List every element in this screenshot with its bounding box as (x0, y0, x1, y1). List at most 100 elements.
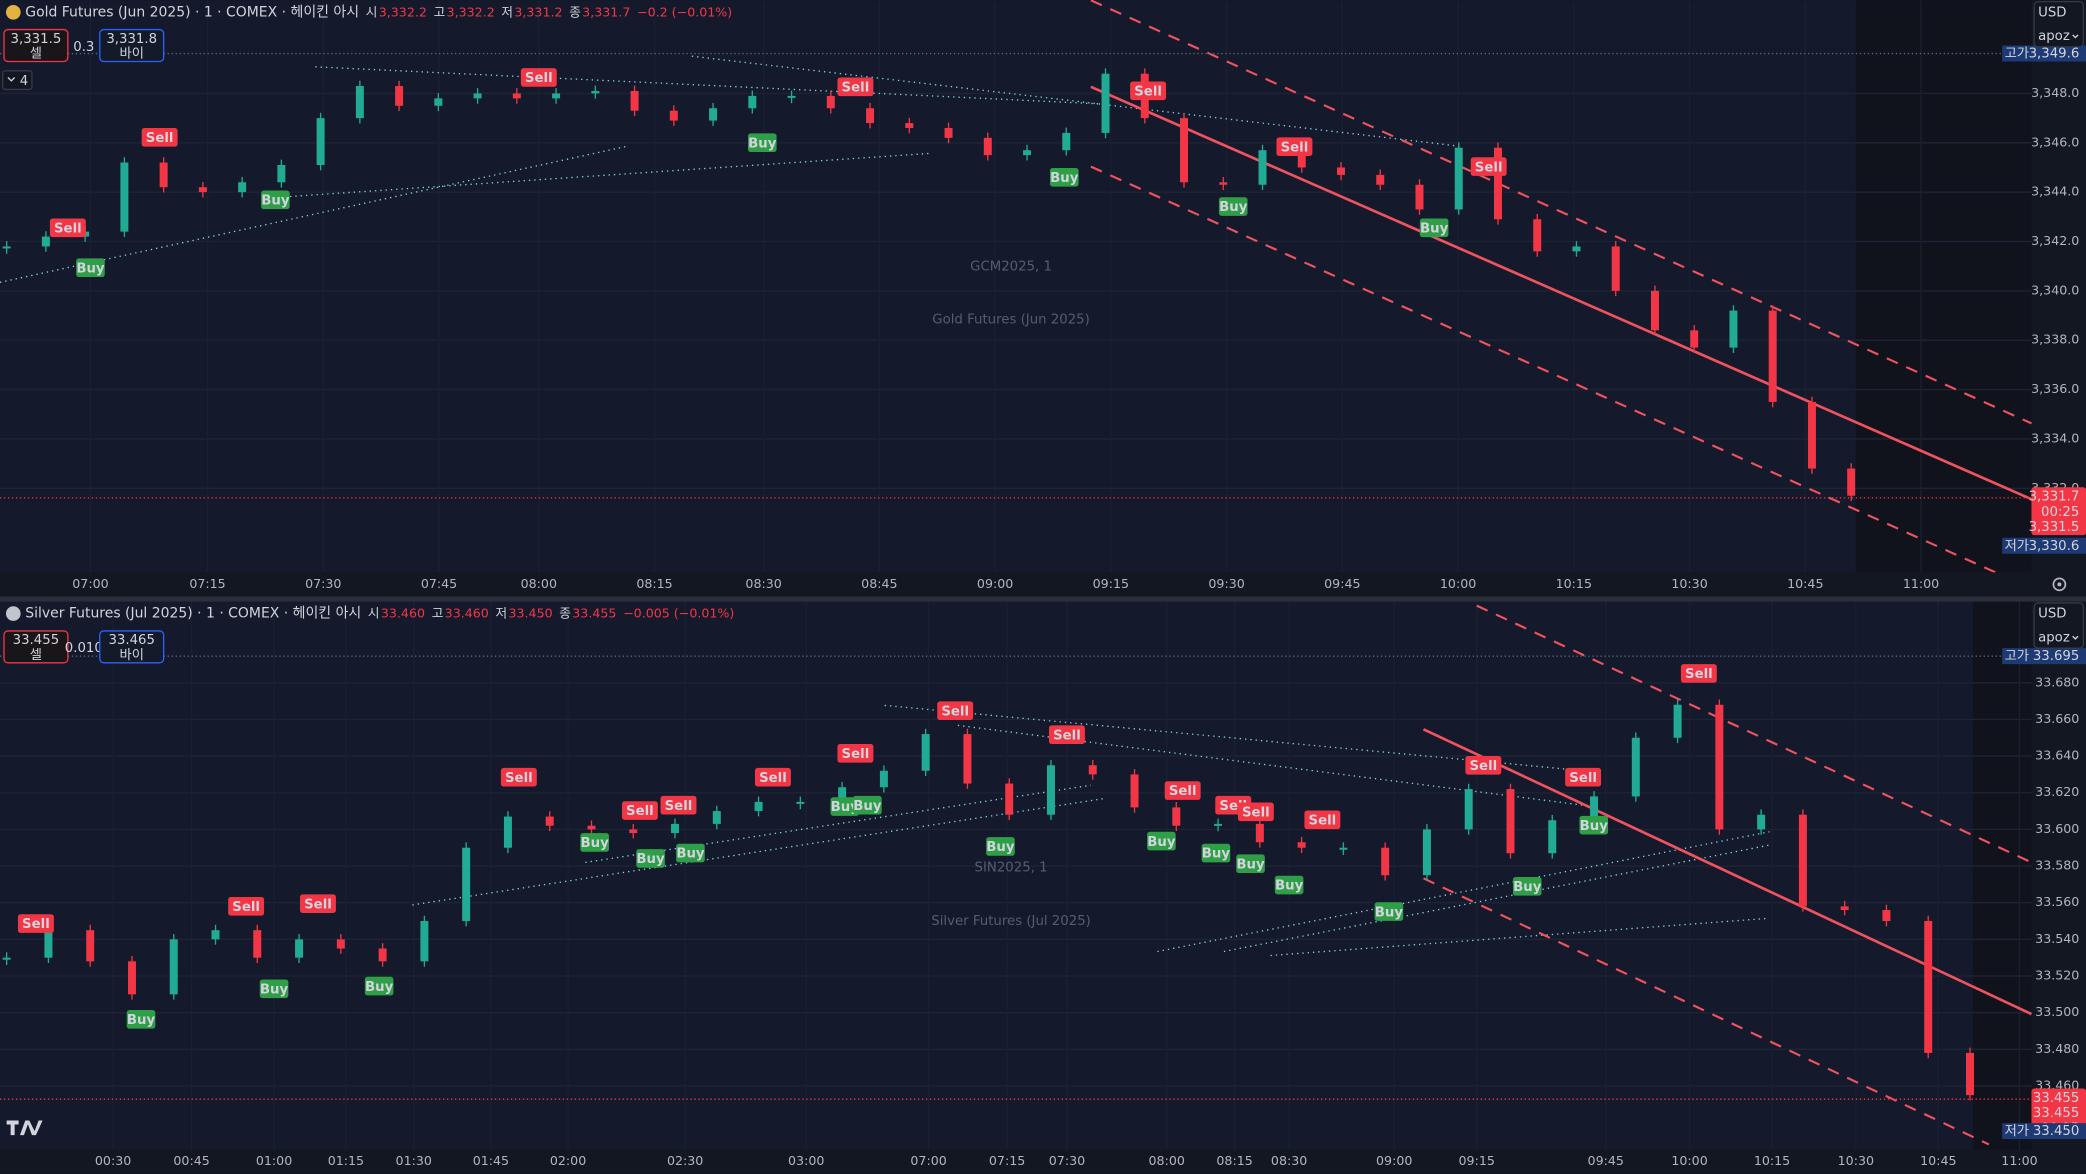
high-badge-label: 고가 (2005, 46, 2029, 62)
candle-body (1376, 174, 1385, 185)
signal-badge (580, 833, 609, 852)
time-tick-label: 10:30 (1838, 1153, 1874, 1168)
signal-label: Sell (232, 900, 260, 915)
signal-badge (754, 767, 791, 787)
channel-line-dashed (1423, 877, 1990, 1146)
buy-price: 33.465 (108, 633, 155, 648)
candle-body (1650, 290, 1659, 331)
candle-body (127, 961, 136, 995)
signal-label: Buy (1375, 905, 1404, 920)
candle-body (1255, 823, 1264, 843)
signal-badge (1304, 810, 1341, 830)
price-tick-label: 3,348.0 (2031, 85, 2079, 100)
high-badge-tag (2002, 648, 2032, 665)
last-price-text: 33.455 (2033, 1106, 2080, 1121)
price-axis (2031, 601, 2086, 1174)
signal-marker: Buy (364, 976, 394, 996)
time-tick-label: 07:15 (189, 576, 225, 591)
buy-button[interactable] (99, 28, 165, 63)
header-change: −0.2 (−0.01%) (637, 4, 732, 19)
candle-body (1533, 219, 1542, 252)
trend-line-dotted (1223, 844, 1770, 953)
signal-marker: Sell (1130, 81, 1167, 101)
signal-marker: Sell (1470, 157, 1507, 176)
signal-badge (660, 795, 697, 815)
header-low-label: 저 (501, 4, 513, 19)
candle-body (754, 801, 763, 812)
signal-badge (126, 1010, 156, 1029)
price-tick-label: 33.680 (2035, 674, 2079, 689)
time-tick-label: 07:30 (1049, 1153, 1085, 1168)
signal-badge (837, 77, 874, 97)
signal-badge (1680, 664, 1717, 683)
spread: 0.010 (65, 641, 103, 656)
header-low: 33.450 (508, 605, 552, 620)
signal-badge (17, 914, 54, 933)
signal-marker: Sell (1680, 664, 1717, 683)
signal-marker: Buy (126, 1010, 156, 1029)
candle-body (1882, 910, 1891, 922)
indicators-toggle[interactable] (1, 70, 33, 91)
signal-badge (1236, 854, 1265, 874)
price-tick-label: 3,346.0 (2031, 134, 2079, 149)
candle-body (1464, 789, 1473, 830)
settings-icon[interactable] (2052, 577, 2067, 592)
signal-label: Buy (581, 836, 610, 851)
signal-marker: Sell (1565, 767, 1602, 787)
low-badge: 저가 33.450 (2002, 1123, 2086, 1139)
time-tick-label: 02:30 (667, 1153, 703, 1168)
time-tick-label: 00:30 (95, 1153, 131, 1168)
sell-button[interactable] (3, 630, 69, 664)
candle-body (826, 95, 835, 109)
candle-body (545, 816, 554, 826)
candle-body (1631, 737, 1640, 797)
time-tick-label: 10:15 (1754, 1153, 1790, 1168)
high-badge-value: 3,349.6 (2029, 47, 2080, 62)
currency-button[interactable] (2033, 0, 2085, 48)
last-price-box (2031, 487, 2086, 536)
signal-label: Buy (1219, 200, 1248, 215)
time-tick-label: 07:00 (910, 1153, 946, 1168)
candle-body (395, 86, 404, 106)
sell-price: 33.455 (13, 633, 60, 648)
signal-label: Sell (665, 799, 693, 814)
candle-body (169, 939, 178, 995)
channel-line-dashed (1090, 165, 1996, 574)
signal-badge (621, 801, 658, 820)
header-high-label: 고 (434, 4, 446, 19)
time-tick-label: 09:45 (1324, 576, 1360, 591)
currency-button[interactable] (2033, 602, 2085, 649)
candle-body (41, 236, 50, 247)
signal-badge (1274, 875, 1304, 895)
candle-body (316, 118, 325, 166)
candle-body (905, 123, 914, 128)
low-badge-box (2031, 1123, 2086, 1140)
candle-body (1493, 147, 1502, 220)
signal-label: Buy (636, 852, 665, 867)
signal-badge (1512, 877, 1542, 896)
signal-badge (1130, 81, 1167, 101)
candle-body (1381, 847, 1390, 876)
signal-label: Buy (986, 840, 1015, 855)
signal-label: Buy (76, 261, 105, 276)
signal-marker: Buy (259, 979, 289, 999)
signal-marker: Sell (17, 914, 54, 933)
header-close: 3,331.7 (582, 4, 630, 19)
time-tick-label: 11:00 (2001, 1153, 2037, 1168)
signal-badge (986, 837, 1015, 856)
sell-button[interactable] (3, 28, 69, 63)
symbol-header: Gold Futures (Jun 2025) · 1 · COMEX · 헤이… (25, 4, 732, 21)
signal-badge (1218, 197, 1248, 216)
signal-label: Sell (1242, 805, 1270, 820)
candle-body (1454, 147, 1463, 210)
buy-button[interactable] (99, 630, 165, 664)
candle-body (1422, 829, 1431, 876)
candle-body (1590, 796, 1599, 821)
candle-body (2, 957, 11, 960)
candle-body (1572, 246, 1581, 252)
candle-body (1297, 842, 1306, 848)
signal-label: Buy (1202, 847, 1231, 862)
signal-marker: Buy (676, 843, 705, 863)
last-price-text: 3,331.7 (2029, 490, 2080, 505)
